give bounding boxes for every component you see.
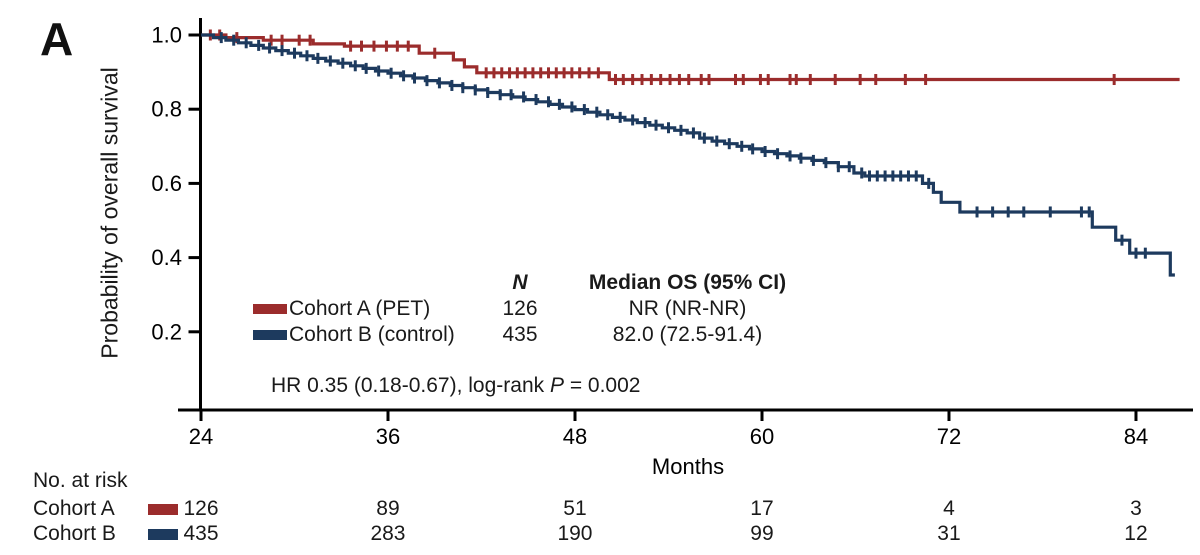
risk-count: 190 [557,522,593,545]
x-tick-label: 72 [937,424,961,449]
x-tick-label: 48 [563,424,587,449]
risk-count: 17 [750,497,774,520]
risk-count: 99 [750,522,774,545]
km-curve-cohort_b [201,33,1175,277]
risk-count: 89 [376,497,400,520]
x-axis-title: Months [652,454,724,479]
risk-row-cohort-b: Cohort B 435 283 190 99 31 12 [0,522,1200,546]
cohort-a-swatch [148,504,178,515]
risk-table-title: No. at risk [33,469,128,492]
y-tick-label: 0.8 [151,97,182,122]
risk-count: 3 [1130,497,1142,520]
risk-count: 435 [183,522,219,545]
risk-count: 283 [370,522,406,545]
risk-count: 51 [563,497,587,520]
y-tick-label: 0.4 [151,245,182,270]
km-curve-cohort_a [201,33,1180,82]
risk-count: 12 [1124,522,1148,545]
y-tick-label: 0.2 [151,319,182,344]
y-tick-label: 0.6 [151,171,182,196]
x-tick-label: 36 [376,424,400,449]
cohort-b-swatch [148,529,178,540]
panel-label: A [40,13,74,65]
risk-row-cohort-a: Cohort A 126 89 51 17 4 3 [0,497,1200,521]
risk-row-label: Cohort A [33,497,115,520]
risk-count: 126 [183,497,219,520]
risk-count: 31 [937,522,961,545]
risk-row-label: Cohort B [33,522,116,545]
x-tick-label: 84 [1124,424,1148,449]
risk-count: 4 [943,497,955,520]
x-tick-label: 24 [189,424,213,449]
y-tick-label: 1.0 [151,23,182,48]
x-tick-label: 60 [750,424,774,449]
